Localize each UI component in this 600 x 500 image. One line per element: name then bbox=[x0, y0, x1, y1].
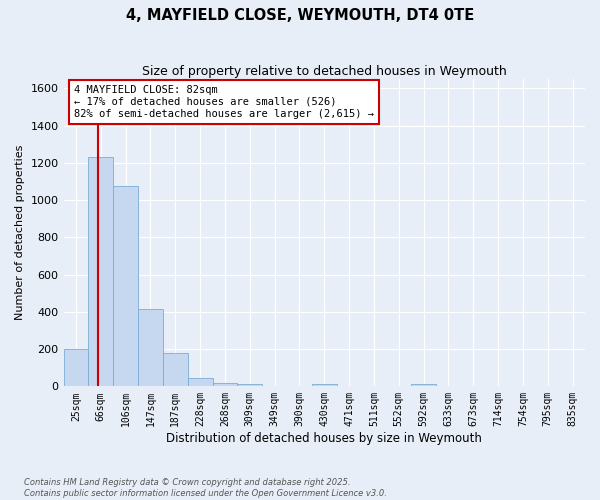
Bar bbox=[163, 353, 188, 386]
Bar bbox=[238, 384, 262, 386]
Bar bbox=[411, 384, 436, 386]
Title: Size of property relative to detached houses in Weymouth: Size of property relative to detached ho… bbox=[142, 65, 506, 78]
Bar bbox=[64, 349, 88, 387]
Text: Contains HM Land Registry data © Crown copyright and database right 2025.
Contai: Contains HM Land Registry data © Crown c… bbox=[24, 478, 387, 498]
X-axis label: Distribution of detached houses by size in Weymouth: Distribution of detached houses by size … bbox=[166, 432, 482, 445]
Bar bbox=[312, 384, 337, 386]
Bar bbox=[138, 309, 163, 386]
Bar bbox=[113, 186, 138, 386]
Text: 4, MAYFIELD CLOSE, WEYMOUTH, DT4 0TE: 4, MAYFIELD CLOSE, WEYMOUTH, DT4 0TE bbox=[126, 8, 474, 22]
Bar bbox=[88, 158, 113, 386]
Y-axis label: Number of detached properties: Number of detached properties bbox=[15, 145, 25, 320]
Text: 4 MAYFIELD CLOSE: 82sqm
← 17% of detached houses are smaller (526)
82% of semi-d: 4 MAYFIELD CLOSE: 82sqm ← 17% of detache… bbox=[74, 86, 374, 118]
Bar bbox=[212, 382, 238, 386]
Bar bbox=[188, 378, 212, 386]
